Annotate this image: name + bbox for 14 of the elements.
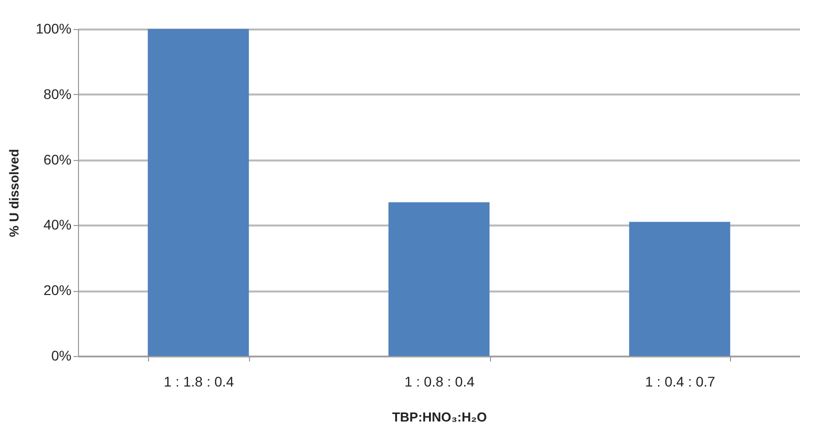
bar xyxy=(629,222,730,356)
y-tick-label: 60% xyxy=(43,151,72,168)
y-tick-label: 20% xyxy=(43,282,72,298)
bar xyxy=(388,202,490,356)
x-tick-label: 1 : 1.8 : 0.4 xyxy=(164,374,234,390)
y-tick-label: 40% xyxy=(43,216,72,233)
x-tick-label: 1 : 0.4 : 0.7 xyxy=(645,374,716,390)
y-axis-title: % U dissolved xyxy=(6,148,22,238)
y-tick-label: 0% xyxy=(51,348,72,364)
y-tick-label: 80% xyxy=(43,86,72,102)
y-tick-label: 100% xyxy=(36,20,72,36)
x-axis-title: TBP:HNO₃:H₂O xyxy=(392,410,487,424)
bar xyxy=(148,29,249,356)
x-tick-label: 1 : 0.8 : 0.4 xyxy=(404,374,475,390)
